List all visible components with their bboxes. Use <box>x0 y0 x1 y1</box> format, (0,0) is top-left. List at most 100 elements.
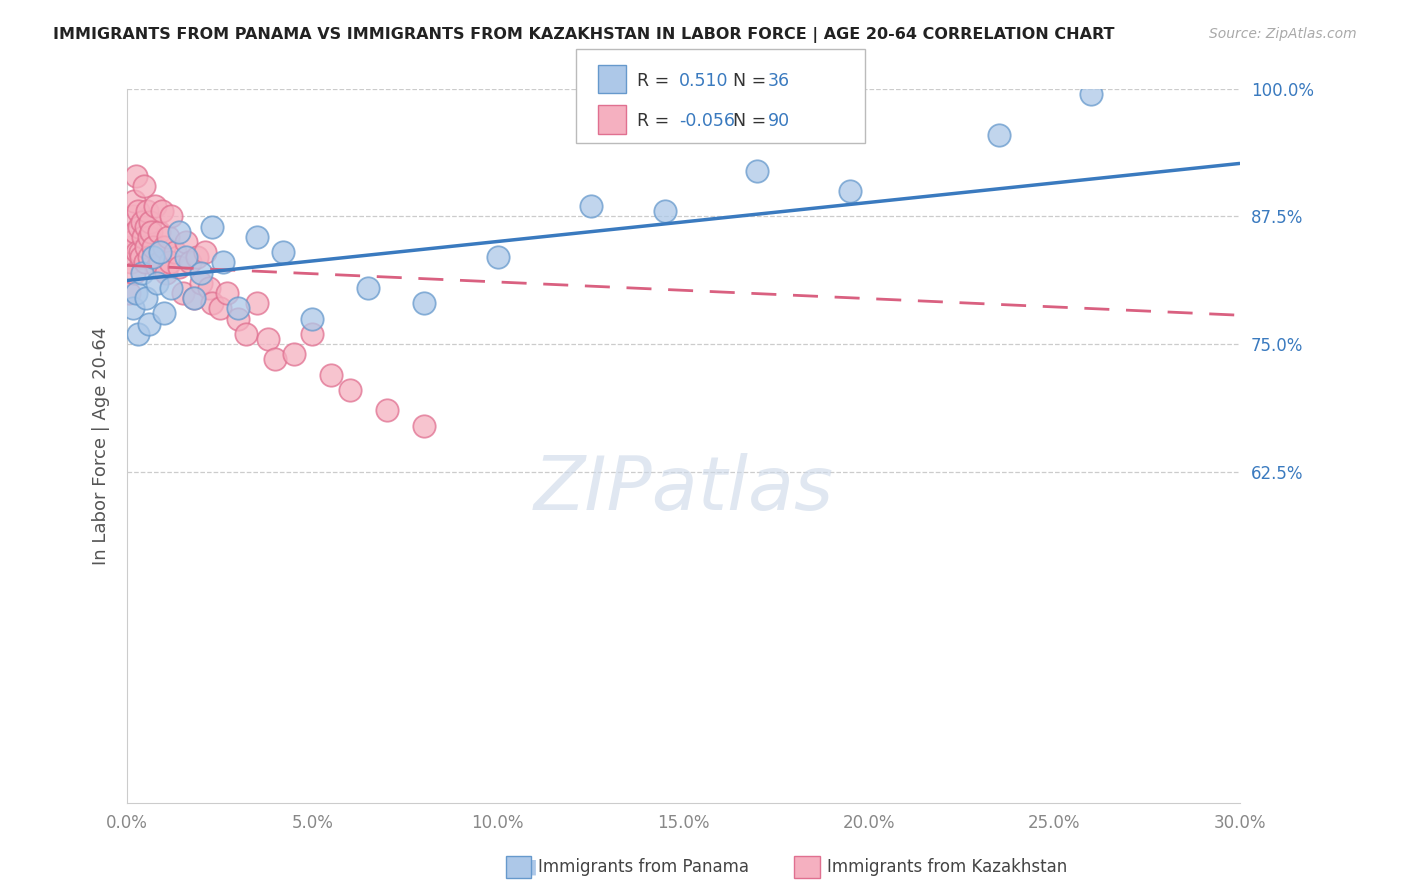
Point <box>132 178 155 193</box>
Point <box>176 235 198 249</box>
Point <box>246 230 269 244</box>
Point <box>654 204 676 219</box>
Point <box>153 306 176 320</box>
Point <box>179 255 201 269</box>
Text: Source: ZipAtlas.com: Source: ZipAtlas.com <box>1209 27 1357 41</box>
Point <box>486 250 509 264</box>
Text: Immigrants from Panama: Immigrants from Panama <box>538 858 749 876</box>
Point <box>135 240 157 254</box>
Point <box>131 214 153 228</box>
Point <box>128 219 150 234</box>
Text: 36: 36 <box>768 71 790 89</box>
Point <box>226 311 249 326</box>
Point <box>153 240 176 254</box>
Point <box>124 225 146 239</box>
Point <box>121 301 143 316</box>
Point <box>145 276 167 290</box>
Point <box>124 194 146 209</box>
Point <box>134 255 156 269</box>
Point <box>135 219 157 234</box>
Point <box>131 266 153 280</box>
Point <box>201 296 224 310</box>
Point <box>186 250 208 264</box>
Point <box>301 311 323 326</box>
Point <box>131 230 153 244</box>
Point <box>747 163 769 178</box>
Point <box>987 128 1010 142</box>
Point <box>412 418 434 433</box>
Point <box>149 245 172 260</box>
Point <box>145 260 167 275</box>
Point <box>138 250 160 264</box>
Text: 90: 90 <box>768 112 790 130</box>
Point <box>129 245 152 260</box>
Point <box>160 281 183 295</box>
Point <box>155 266 177 280</box>
Point <box>129 250 152 264</box>
Point <box>183 291 205 305</box>
Point <box>579 199 602 213</box>
Point <box>143 199 166 213</box>
Point <box>160 210 183 224</box>
Point <box>159 255 181 269</box>
Point <box>217 285 239 300</box>
Point <box>1080 87 1102 101</box>
Text: IMMIGRANTS FROM PANAMA VS IMMIGRANTS FROM KAZAKHSTAN IN LABOR FORCE | AGE 20-64 : IMMIGRANTS FROM PANAMA VS IMMIGRANTS FRO… <box>53 27 1115 43</box>
Text: R =: R = <box>637 112 669 130</box>
Point <box>142 250 165 264</box>
Point <box>246 296 269 310</box>
Point <box>257 332 280 346</box>
Text: -0.056: -0.056 <box>679 112 735 130</box>
Point <box>125 169 148 183</box>
Point <box>190 276 212 290</box>
Point <box>271 245 294 260</box>
Text: R =: R = <box>637 71 669 89</box>
Point <box>375 403 398 417</box>
Point <box>127 326 149 341</box>
Point <box>138 317 160 331</box>
Point <box>118 285 141 300</box>
Point <box>172 285 194 300</box>
Point <box>139 225 162 239</box>
Point <box>197 281 219 295</box>
Point <box>412 296 434 310</box>
Point <box>122 266 145 280</box>
Text: N =: N = <box>733 71 766 89</box>
Y-axis label: In Labor Force | Age 20-64: In Labor Force | Age 20-64 <box>93 327 110 566</box>
Point <box>148 225 170 239</box>
Point <box>357 281 380 295</box>
Point <box>138 230 160 244</box>
Point <box>125 285 148 300</box>
Point <box>208 301 231 316</box>
Point <box>156 230 179 244</box>
Point <box>149 255 172 269</box>
Point <box>339 383 361 397</box>
Point <box>142 240 165 254</box>
Text: N =: N = <box>733 112 766 130</box>
Point <box>201 219 224 234</box>
Point <box>167 225 190 239</box>
Point <box>283 347 305 361</box>
Text: ZIPatlas: ZIPatlas <box>533 453 834 525</box>
Point <box>121 210 143 224</box>
Text: ▪: ▪ <box>517 853 537 881</box>
Point <box>127 245 149 260</box>
Point <box>136 204 159 219</box>
Point <box>165 245 187 260</box>
Point <box>118 240 141 254</box>
Text: 0.510: 0.510 <box>679 71 728 89</box>
Point <box>190 266 212 280</box>
Point <box>319 368 342 382</box>
Point <box>301 326 323 341</box>
Point <box>235 326 257 341</box>
Point <box>264 352 287 367</box>
Point <box>226 301 249 316</box>
Point <box>120 255 142 269</box>
Point <box>167 260 190 275</box>
Point <box>839 184 862 198</box>
Point <box>127 204 149 219</box>
Point <box>176 250 198 264</box>
Point <box>135 291 157 305</box>
Point <box>120 235 142 249</box>
Text: Immigrants from Kazakhstan: Immigrants from Kazakhstan <box>827 858 1067 876</box>
